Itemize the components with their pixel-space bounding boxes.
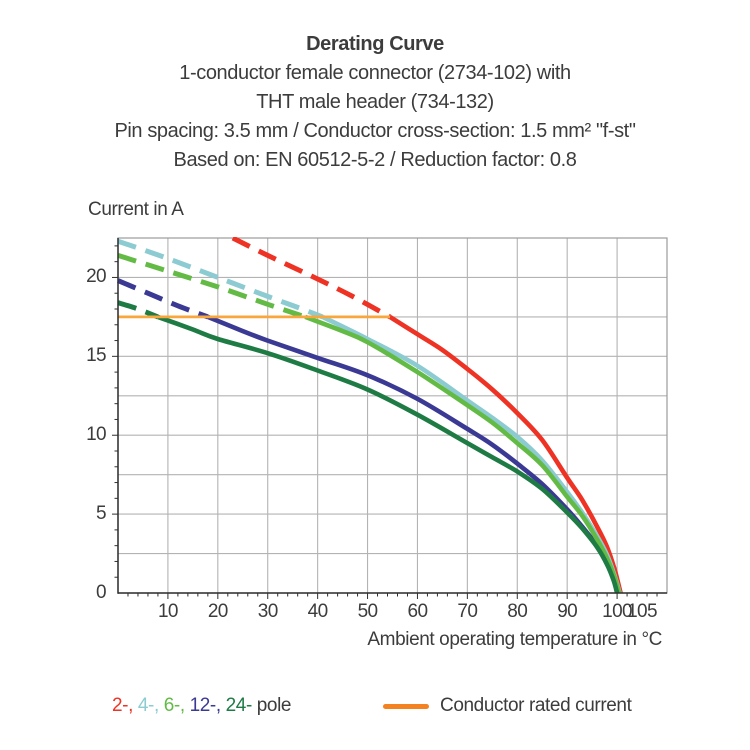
plot-border xyxy=(117,237,668,594)
legend-item-6-pole: 6-, xyxy=(163,695,190,716)
chart-title: Derating Curve xyxy=(306,33,444,55)
x-axis-title: Ambient operating temperature in °C xyxy=(367,629,662,650)
curve-2-pole-solid xyxy=(388,314,623,594)
legend-item-12-pole: 12-, xyxy=(189,695,226,716)
chart-subtitle-pin-spacing: Pin spacing: 3.5 mm / Conductor cross-se… xyxy=(114,120,636,142)
curve-12-pole-solid xyxy=(206,314,621,594)
x-tick-label-20: 20 xyxy=(207,601,229,622)
x-tick-label-105: 105 xyxy=(627,601,658,622)
y-tick-label-5: 5 xyxy=(96,503,107,525)
x-tick-label-80: 80 xyxy=(507,601,528,622)
chart-subtitle-connector: 1-conductor female connector (2734-102) … xyxy=(179,62,571,84)
x-tick-label-60: 60 xyxy=(407,601,428,622)
curve-2-pole-dashed xyxy=(231,237,392,320)
chart-subtitle-standard: Based on: EN 60512-5-2 / Reduction facto… xyxy=(173,149,577,171)
x-tick-label-10: 10 xyxy=(157,601,179,622)
curve-24-pole-solid xyxy=(157,314,620,594)
x-tick-label-50: 50 xyxy=(357,601,379,622)
chart-subtitle-header: THT male header (734-132) xyxy=(256,91,494,113)
rated-current-swatch xyxy=(383,703,429,709)
y-tick-label-10: 10 xyxy=(86,424,107,446)
y-tick-label-20: 20 xyxy=(86,266,107,288)
legend-item-4-pole: 4-, xyxy=(137,695,164,716)
curves-group xyxy=(117,237,623,594)
x-tick-label-30: 30 xyxy=(257,601,279,622)
y-axis-title: Current in A xyxy=(88,199,184,220)
chart-title-block: Derating Curve 1-conductor female connec… xyxy=(0,30,750,175)
y-tick-label-0: 0 xyxy=(96,582,107,603)
legend-pole-suffix: pole xyxy=(256,695,292,716)
legend-rated-current: Conductor rated current xyxy=(383,694,632,718)
x-tick-label-90: 90 xyxy=(557,601,578,622)
curve-24-pole-dashed xyxy=(117,300,159,320)
legend-item-24-pole: 24- xyxy=(225,695,257,716)
derating-plot xyxy=(112,237,668,599)
x-tick-label-40: 40 xyxy=(307,601,329,622)
curve-6-pole-solid xyxy=(304,314,622,594)
x-tick-label-70: 70 xyxy=(457,601,478,622)
curve-12-pole-dashed xyxy=(117,278,209,320)
y-tick-label-15: 15 xyxy=(86,345,107,367)
curve-6-pole-dashed xyxy=(117,253,306,320)
legend-pole-colors: 2-, 4-, 6-, 12-, 24- pole xyxy=(112,694,291,718)
x-tick-label-100: 100 xyxy=(602,601,633,622)
legend-item-2-pole: 2-, xyxy=(112,695,138,716)
rated-current-label: Conductor rated current xyxy=(440,695,632,716)
curve-4-pole-dashed xyxy=(117,238,324,320)
